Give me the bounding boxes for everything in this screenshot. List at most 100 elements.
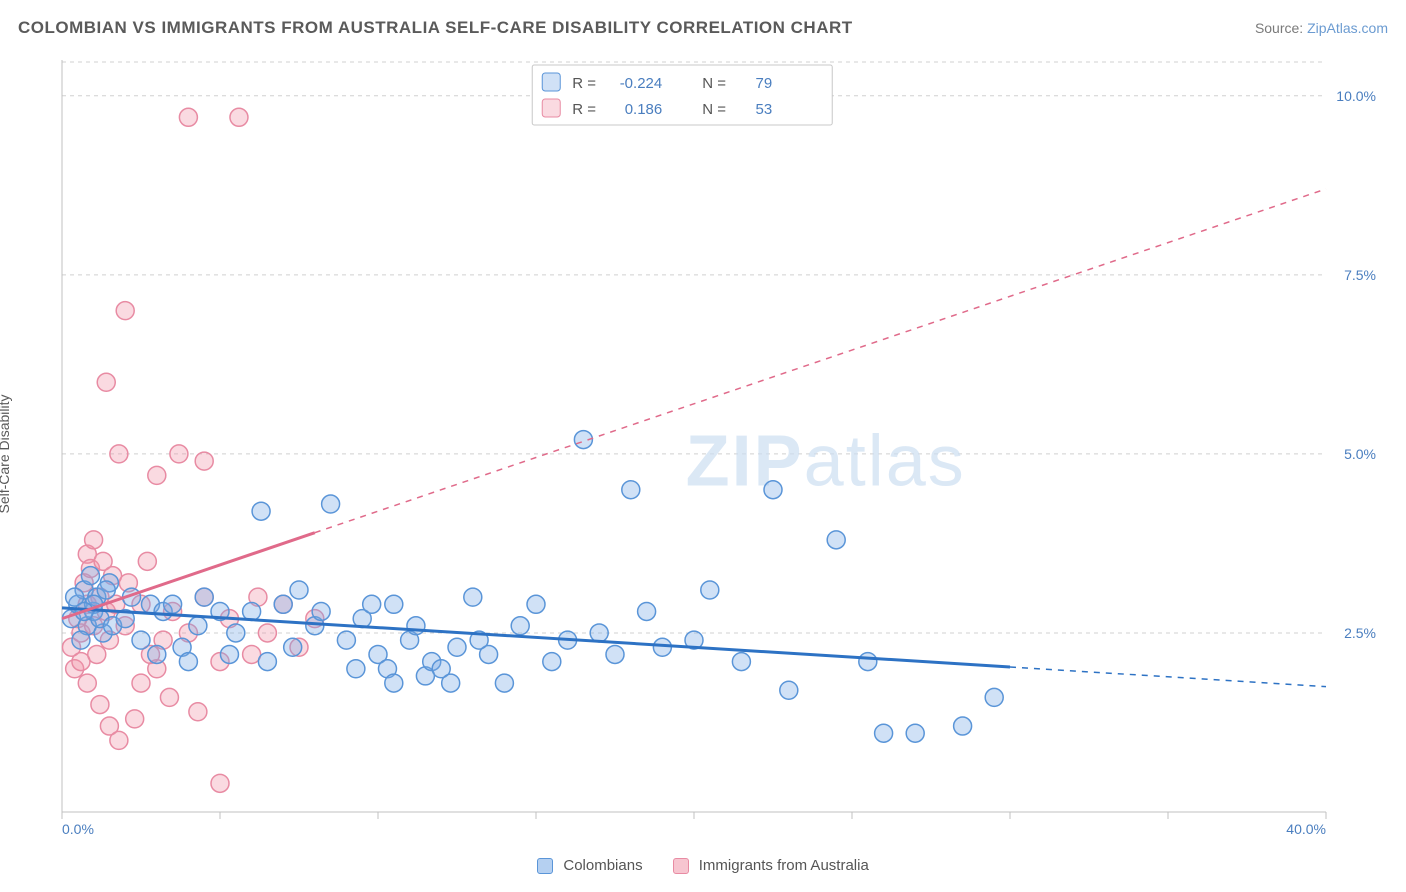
source-attribution: Source: ZipAtlas.com bbox=[1255, 20, 1388, 36]
data-point-australia bbox=[211, 774, 229, 792]
data-point-australia bbox=[160, 688, 178, 706]
svg-text:5.0%: 5.0% bbox=[1344, 446, 1376, 462]
stats-swatch bbox=[542, 73, 560, 91]
data-point-colombians bbox=[72, 631, 90, 649]
svg-text:2.5%: 2.5% bbox=[1344, 625, 1376, 641]
data-point-colombians bbox=[859, 653, 877, 671]
data-point-colombians bbox=[132, 631, 150, 649]
data-point-australia bbox=[230, 108, 248, 126]
data-point-colombians bbox=[164, 595, 182, 613]
data-point-australia bbox=[195, 452, 213, 470]
data-point-colombians bbox=[148, 645, 166, 663]
data-point-colombians bbox=[543, 653, 561, 671]
data-point-colombians bbox=[243, 602, 261, 620]
data-point-colombians bbox=[385, 595, 403, 613]
data-point-colombians bbox=[284, 638, 302, 656]
scatter-plot: 2.5% 5.0% 7.5% 10.0% 0.0% 40.0% ZIPatlas R = -0.… bbox=[52, 50, 1386, 842]
data-point-colombians bbox=[179, 653, 197, 671]
data-point-colombians bbox=[448, 638, 466, 656]
chart-header: COLOMBIAN VS IMMIGRANTS FROM AUSTRALIA S… bbox=[18, 18, 1388, 38]
data-point-australia bbox=[85, 531, 103, 549]
trend-line-extrapolated bbox=[1010, 667, 1326, 687]
data-point-colombians bbox=[385, 674, 403, 692]
legend-item-australia: Immigrants from Australia bbox=[673, 857, 869, 874]
data-point-colombians bbox=[81, 567, 99, 585]
data-point-colombians bbox=[653, 638, 671, 656]
chart-area: Self-Care Disability 2.5%5.0%7.5%10.0%0.… bbox=[52, 50, 1386, 842]
svg-text:N =: N = bbox=[702, 101, 726, 118]
data-point-australia bbox=[258, 624, 276, 642]
data-point-australia bbox=[126, 710, 144, 728]
data-point-colombians bbox=[954, 717, 972, 735]
data-point-colombians bbox=[97, 581, 115, 599]
data-point-australia bbox=[132, 674, 150, 692]
data-point-colombians bbox=[220, 645, 238, 663]
stats-swatch bbox=[542, 99, 560, 117]
svg-text:ZIPatlas: ZIPatlas bbox=[686, 422, 966, 502]
svg-text:0.186: 0.186 bbox=[625, 101, 663, 118]
chart-title: COLOMBIAN VS IMMIGRANTS FROM AUSTRALIA S… bbox=[18, 18, 853, 38]
legend-label-australia: Immigrants from Australia bbox=[699, 857, 869, 874]
data-point-colombians bbox=[195, 588, 213, 606]
svg-text:79: 79 bbox=[756, 75, 773, 92]
data-point-colombians bbox=[407, 617, 425, 635]
data-point-colombians bbox=[764, 481, 782, 499]
data-point-colombians bbox=[495, 674, 513, 692]
data-point-colombians bbox=[227, 624, 245, 642]
svg-text:40.0%: 40.0% bbox=[1286, 821, 1326, 837]
data-point-colombians bbox=[464, 588, 482, 606]
data-point-australia bbox=[179, 108, 197, 126]
data-point-colombians bbox=[906, 724, 924, 742]
data-point-colombians bbox=[590, 624, 608, 642]
data-point-colombians bbox=[274, 595, 292, 613]
data-point-australia bbox=[170, 445, 188, 463]
data-point-australia bbox=[148, 466, 166, 484]
legend-item-colombians: Colombians bbox=[537, 857, 642, 874]
data-point-australia bbox=[91, 696, 109, 714]
data-point-colombians bbox=[337, 631, 355, 649]
data-point-colombians bbox=[290, 581, 308, 599]
data-point-colombians bbox=[258, 653, 276, 671]
legend-swatch-australia bbox=[673, 858, 689, 874]
svg-text:0.0%: 0.0% bbox=[62, 821, 94, 837]
data-point-colombians bbox=[606, 645, 624, 663]
legend-label-colombians: Colombians bbox=[563, 857, 642, 874]
data-point-colombians bbox=[347, 660, 365, 678]
svg-text:53: 53 bbox=[756, 101, 773, 118]
trend-line bbox=[62, 608, 1010, 667]
data-point-colombians bbox=[622, 481, 640, 499]
data-point-colombians bbox=[312, 602, 330, 620]
data-point-australia bbox=[97, 373, 115, 391]
svg-text:10.0%: 10.0% bbox=[1336, 88, 1376, 104]
data-point-australia bbox=[116, 302, 134, 320]
data-point-colombians bbox=[527, 595, 545, 613]
svg-text:R =: R = bbox=[572, 101, 596, 118]
data-point-colombians bbox=[985, 688, 1003, 706]
bottom-legend: Colombians Immigrants from Australia bbox=[0, 857, 1406, 874]
data-point-australia bbox=[189, 703, 207, 721]
data-point-colombians bbox=[322, 495, 340, 513]
data-point-colombians bbox=[638, 602, 656, 620]
data-point-colombians bbox=[732, 653, 750, 671]
data-point-australia bbox=[110, 731, 128, 749]
data-point-colombians bbox=[875, 724, 893, 742]
svg-text:7.5%: 7.5% bbox=[1344, 267, 1376, 283]
y-axis-label: Self-Care Disability bbox=[0, 394, 12, 513]
data-point-colombians bbox=[827, 531, 845, 549]
svg-text:-0.224: -0.224 bbox=[620, 75, 663, 92]
data-point-colombians bbox=[363, 595, 381, 613]
data-point-colombians bbox=[252, 502, 270, 520]
data-point-colombians bbox=[511, 617, 529, 635]
svg-text:N =: N = bbox=[702, 75, 726, 92]
data-point-colombians bbox=[701, 581, 719, 599]
data-point-australia bbox=[88, 645, 106, 663]
svg-text:R =: R = bbox=[572, 75, 596, 92]
source-prefix: Source: bbox=[1255, 20, 1307, 36]
data-point-australia bbox=[138, 552, 156, 570]
data-point-colombians bbox=[780, 681, 798, 699]
legend-swatch-colombians bbox=[537, 858, 553, 874]
data-point-australia bbox=[78, 674, 96, 692]
source-link[interactable]: ZipAtlas.com bbox=[1307, 20, 1388, 36]
data-point-colombians bbox=[189, 617, 207, 635]
data-point-australia bbox=[110, 445, 128, 463]
